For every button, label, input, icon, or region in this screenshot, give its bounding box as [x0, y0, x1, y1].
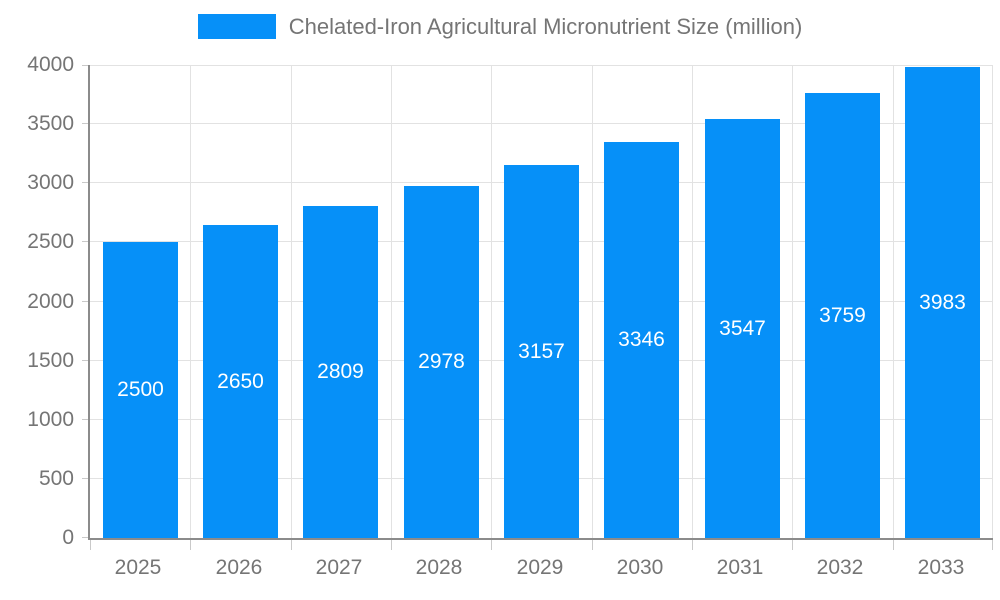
v-gridline-1 — [190, 65, 191, 538]
bar-value-label: 3346 — [618, 328, 665, 351]
y-tick-0 — [82, 537, 88, 538]
bar-2031[interactable]: 3547 — [705, 119, 780, 538]
y-tick-label: 3500 — [27, 112, 74, 135]
bar-value-label: 3983 — [919, 290, 966, 314]
bar-value-label: 3759 — [819, 303, 866, 327]
v-gridline-6 — [692, 65, 693, 538]
x-tick-9 — [992, 540, 993, 550]
y-tick-1500 — [82, 360, 88, 361]
x-axis-labels: 2025 2026 2027 2028 2029 2030 2031 2032 2033 — [88, 556, 993, 586]
bar-2028[interactable]: 2978 — [404, 186, 479, 538]
v-gridline-3 — [391, 65, 392, 538]
bar-value-label: 3157 — [518, 339, 565, 363]
x-tick-label-2029: 2029 — [516, 556, 564, 579]
bar-2026[interactable]: 2650 — [203, 225, 278, 538]
y-tick-500 — [82, 478, 88, 479]
y-tick-3000 — [82, 182, 88, 183]
x-tick-label-2030: 2030 — [616, 556, 664, 579]
x-tick-4 — [491, 540, 492, 550]
bar-2029[interactable]: 3157 — [504, 165, 579, 538]
y-tick-label: 1500 — [27, 349, 74, 372]
bar-value-label: 2978 — [418, 350, 465, 373]
x-tick-label-2033: 2033 — [917, 556, 965, 579]
x-tick-label-2025: 2025 — [114, 556, 162, 579]
x-tick-0 — [90, 540, 91, 550]
bar-value-label: 2650 — [217, 369, 264, 393]
x-tick-6 — [692, 540, 693, 550]
v-gridline-7 — [792, 65, 793, 538]
legend[interactable]: Chelated-Iron Agricultural Micronutrient… — [0, 14, 1000, 39]
y-tick-label: 0 — [62, 526, 74, 549]
x-tick-5 — [592, 540, 593, 550]
y-axis-labels: 0 500 1000 1500 2000 2500 3000 3500 4000 — [0, 53, 80, 549]
x-tick-8 — [893, 540, 894, 550]
bar-value-label: 2809 — [317, 360, 364, 383]
y-tick-label: 2500 — [27, 230, 74, 253]
y-tick-3500 — [82, 123, 88, 124]
v-gridline-9 — [992, 65, 993, 538]
v-gridline-2 — [291, 65, 292, 538]
y-tick-2500 — [82, 241, 88, 242]
bar-value-label: 2500 — [117, 378, 164, 401]
x-tick-3 — [391, 540, 392, 550]
legend-label: Chelated-Iron Agricultural Micronutrient… — [288, 14, 803, 39]
y-tick-label: 1000 — [27, 408, 74, 431]
v-gridline-5 — [592, 65, 593, 538]
y-tick-label: 3000 — [27, 171, 74, 194]
plot-area: 2500 2650 2809 2978 3157 3346 3547 3759 3983 — [82, 65, 993, 550]
x-tick-label-2032: 2032 — [816, 556, 864, 579]
h-gridline-3500 — [90, 123, 993, 124]
y-tick-label: 2000 — [27, 290, 74, 313]
bar-value-label: 3547 — [719, 316, 766, 340]
x-tick-label-2027: 2027 — [315, 556, 363, 579]
x-tick-label-2026: 2026 — [215, 556, 263, 579]
y-tick-label: 500 — [38, 467, 74, 490]
x-tick-7 — [792, 540, 793, 550]
bar-2025[interactable]: 2500 — [103, 242, 178, 538]
h-gridline-4000 — [90, 65, 993, 66]
bar-2027[interactable]: 2809 — [303, 206, 378, 538]
y-tick-2000 — [82, 301, 88, 302]
y-tick-4000 — [82, 65, 88, 66]
x-tick-1 — [190, 540, 191, 550]
x-tick-label-2028: 2028 — [415, 556, 463, 579]
bar-2033[interactable]: 3983 — [905, 67, 980, 538]
y-tick-1000 — [82, 419, 88, 420]
x-tick-label-2031: 2031 — [716, 556, 764, 579]
v-gridline-4 — [491, 65, 492, 538]
legend-swatch-icon — [197, 14, 276, 39]
x-tick-2 — [291, 540, 292, 550]
v-gridline-8 — [893, 65, 894, 538]
bar-2032[interactable]: 3759 — [805, 93, 880, 538]
y-tick-label: 4000 — [27, 53, 74, 76]
bar-2030[interactable]: 3346 — [604, 142, 679, 538]
